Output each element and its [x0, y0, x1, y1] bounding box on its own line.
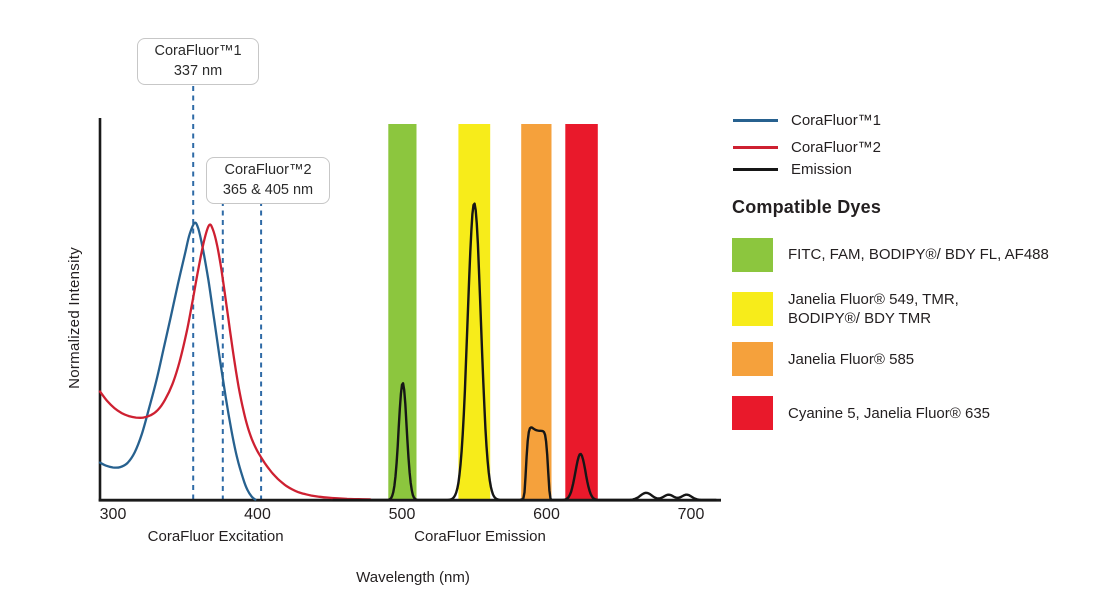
annotation-corafluor2-title: CoraFluor™2: [224, 162, 312, 178]
x-tick-label: 300: [99, 506, 127, 523]
curve-corafluor1-excitation: [98, 221, 257, 501]
x-tick-label: 700: [677, 506, 705, 523]
emission-section-label: CoraFluor Emission: [414, 528, 546, 545]
dye-row-orange-filter-dyes: Janelia Fluor® 585: [732, 342, 1104, 377]
spectra-chart: [98, 86, 721, 502]
legend-line-swatch: [733, 168, 778, 171]
x-tick-label: 500: [388, 506, 416, 523]
chart-legend: CoraFluor™1 CoraFluor™2 Emission: [733, 112, 881, 178]
x-axis-ticks: 300 400 500 600 700: [0, 506, 740, 528]
annotation-corafluor2: CoraFluor™2 365 & 405 nm: [206, 157, 330, 204]
curve-corafluor2-excitation: [98, 223, 372, 501]
dye-color-swatch: [732, 396, 773, 431]
dye-label: Cyanine 5, Janelia Fluor® 635: [788, 404, 991, 422]
x-tick-label: 600: [533, 506, 560, 523]
annotation-corafluor2-value: 365 & 405 nm: [222, 182, 314, 199]
dye-row-yellow-filter-dyes: Janelia Fluor® 549, TMR, BODIPY®/ BDY TMR: [732, 290, 1104, 328]
dye-label: Janelia Fluor® 585: [788, 350, 915, 368]
legend-line-swatch: [733, 146, 778, 149]
legend-label: CoraFluor™2: [791, 139, 882, 156]
excitation-section-label: CoraFluor Excitation: [147, 528, 284, 545]
green-band: [388, 124, 417, 500]
red-band: [565, 124, 598, 500]
dye-label: Janelia Fluor® 549, TMR, BODIPY®/ BDY TMR: [788, 291, 959, 328]
dye-color-swatch: [732, 238, 773, 272]
legend-label: Emission: [791, 161, 852, 178]
x-tick-label: 400: [244, 506, 271, 523]
legend-item-corafluor-1: CoraFluor™1: [733, 112, 881, 129]
annotation-corafluor1: CoraFluor™1 337 nm: [137, 38, 259, 85]
legend-label: CoraFluor™1: [791, 112, 882, 129]
dye-label: FITC, FAM, BODIPY®/ BDY FL, AF488: [788, 246, 1049, 264]
x-axis-label: Wavelength (nm): [356, 569, 470, 586]
compatible-dyes-list: FITC, FAM, BODIPY®/ BDY FL, AF488 Janelia…: [732, 238, 1104, 431]
dye-row-green-filter-dyes: FITC, FAM, BODIPY®/ BDY FL, AF488: [732, 238, 1104, 272]
dye-color-swatch: [732, 342, 773, 377]
annotation-corafluor1-value: 337 nm: [173, 63, 223, 80]
curve-emission: [332, 202, 717, 502]
y-axis-label: Normalized Intensity: [66, 247, 83, 389]
legend-item-emission: Emission: [733, 161, 881, 178]
dye-row-red-filter-dyes: Cyanine 5, Janelia Fluor® 635: [732, 396, 1104, 431]
legend-item-corafluor-2: CoraFluor™2: [733, 139, 881, 156]
legend-line-swatch: [733, 119, 778, 122]
dye-color-swatch: [732, 292, 773, 327]
annotation-corafluor1-title: CoraFluor™1: [154, 43, 242, 59]
compatible-dyes-title: Compatible Dyes: [732, 197, 882, 217]
